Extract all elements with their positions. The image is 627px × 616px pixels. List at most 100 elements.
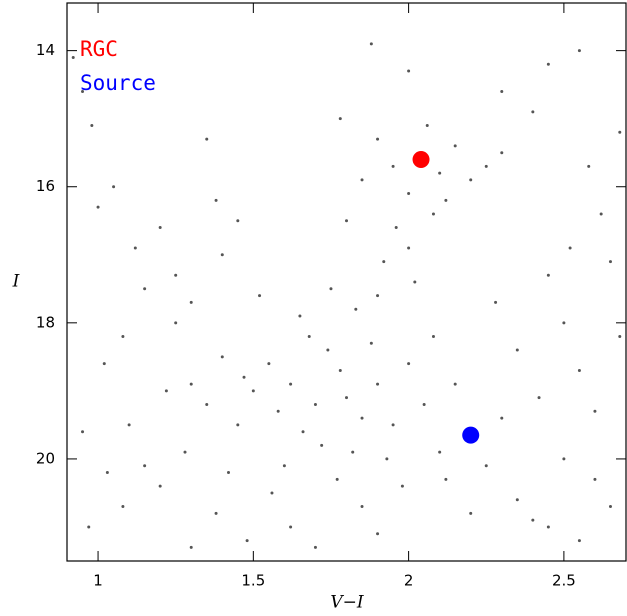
star xyxy=(270,491,274,495)
star xyxy=(444,477,448,481)
star xyxy=(608,505,612,509)
star xyxy=(444,198,448,202)
star xyxy=(189,382,193,386)
star xyxy=(313,545,317,549)
star xyxy=(562,321,566,325)
star xyxy=(546,273,550,277)
star xyxy=(90,123,94,127)
star xyxy=(242,375,246,379)
star xyxy=(587,164,591,168)
star xyxy=(112,185,116,189)
star xyxy=(431,212,435,216)
star xyxy=(376,382,380,386)
star xyxy=(320,443,324,447)
star xyxy=(407,69,411,73)
x-axis-label: V−I xyxy=(330,593,364,613)
star xyxy=(494,300,498,304)
star xyxy=(236,219,240,223)
star xyxy=(205,137,209,141)
star xyxy=(577,539,581,543)
star xyxy=(143,464,147,468)
star xyxy=(345,219,348,223)
star xyxy=(338,368,342,372)
star xyxy=(183,450,187,454)
star xyxy=(360,416,364,420)
star xyxy=(258,294,262,298)
star xyxy=(599,212,603,216)
star xyxy=(329,287,333,291)
star xyxy=(226,471,230,475)
star xyxy=(289,382,293,386)
y-tick-label: 16 xyxy=(36,177,55,195)
star xyxy=(546,525,550,529)
star xyxy=(345,396,348,400)
star xyxy=(127,423,131,427)
x-tick-label: 1 xyxy=(93,572,103,590)
star xyxy=(431,334,435,338)
star xyxy=(382,260,386,264)
star xyxy=(335,477,339,481)
star xyxy=(484,164,488,168)
star xyxy=(96,205,100,209)
star xyxy=(608,260,612,264)
star xyxy=(500,151,504,155)
star xyxy=(313,402,317,406)
star xyxy=(577,368,581,372)
star xyxy=(407,362,411,366)
star xyxy=(174,321,178,325)
star xyxy=(158,226,162,230)
star xyxy=(164,389,168,393)
legend-rgc: RGC xyxy=(80,37,118,61)
star xyxy=(425,123,429,127)
star xyxy=(87,525,91,529)
star xyxy=(354,307,358,311)
star xyxy=(105,471,109,475)
star xyxy=(326,348,330,352)
star xyxy=(214,511,218,515)
star xyxy=(500,89,504,93)
star xyxy=(81,430,85,434)
star xyxy=(562,457,566,461)
star xyxy=(394,226,398,230)
star xyxy=(438,450,442,454)
star xyxy=(593,409,597,413)
star xyxy=(484,464,488,468)
y-axis-label: I xyxy=(12,272,20,292)
highlight-star xyxy=(462,426,480,444)
star xyxy=(301,430,305,434)
star xyxy=(133,246,137,250)
star xyxy=(618,130,622,134)
star xyxy=(407,246,411,250)
star xyxy=(376,294,380,298)
star xyxy=(251,389,255,393)
star xyxy=(618,334,622,338)
star xyxy=(214,198,218,202)
star xyxy=(515,498,519,502)
star xyxy=(143,287,147,291)
star xyxy=(385,457,389,461)
y-tick-label: 14 xyxy=(36,41,55,59)
x-tick-label: 2.5 xyxy=(552,572,576,590)
star xyxy=(351,450,355,454)
star xyxy=(500,416,504,420)
star xyxy=(174,273,178,277)
star xyxy=(220,355,224,359)
star xyxy=(407,192,411,196)
star xyxy=(515,348,519,352)
star xyxy=(568,246,572,250)
plot-frame xyxy=(66,2,627,562)
star xyxy=(71,55,75,59)
star xyxy=(546,62,550,66)
star xyxy=(369,42,373,46)
star xyxy=(245,539,249,543)
star xyxy=(121,334,125,338)
star xyxy=(376,137,380,141)
star xyxy=(282,464,286,468)
star xyxy=(158,484,162,488)
star xyxy=(453,382,457,386)
star xyxy=(537,396,541,400)
star xyxy=(298,314,302,318)
star xyxy=(422,402,426,406)
x-tick-label: 1.5 xyxy=(241,572,265,590)
